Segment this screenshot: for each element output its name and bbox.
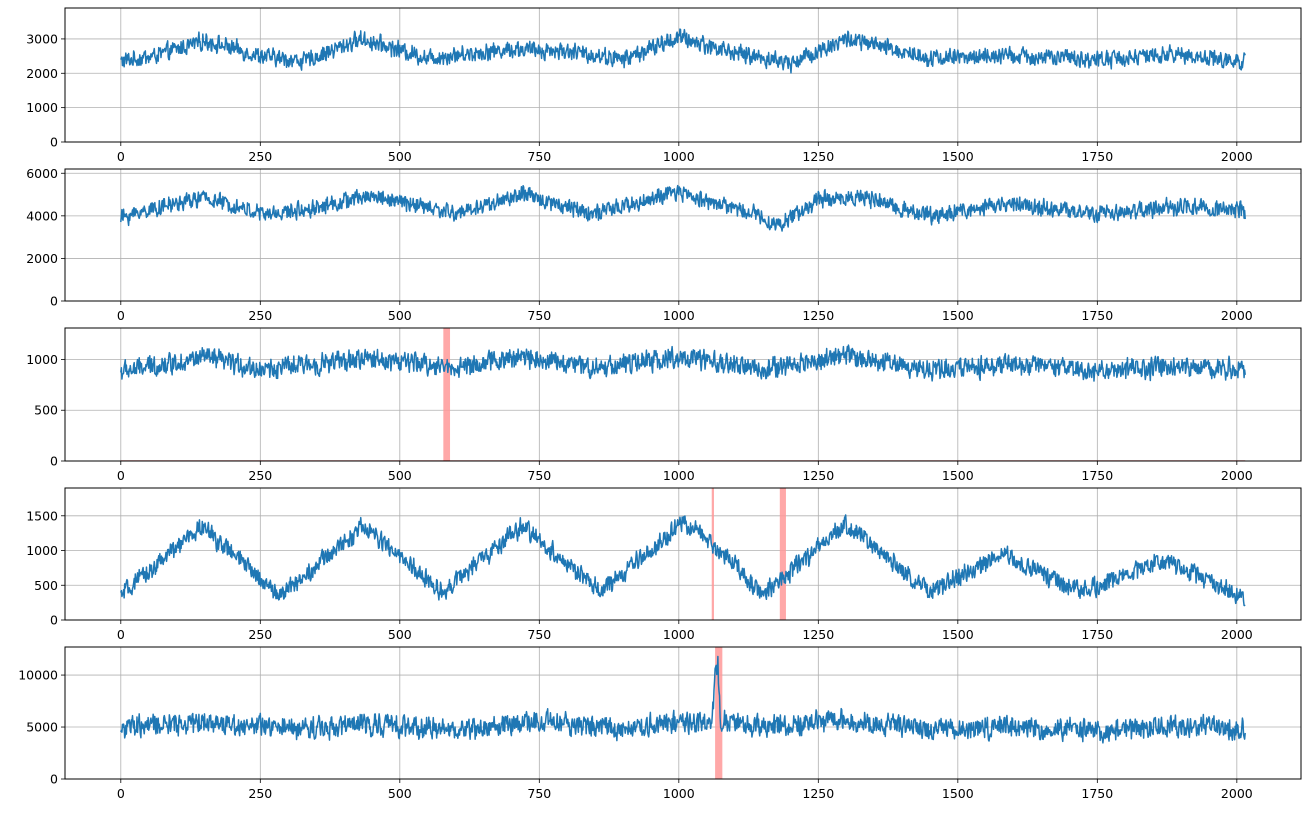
- y-tick-label: 500: [34, 403, 58, 418]
- x-tick-label: 2000: [1221, 468, 1253, 483]
- x-tick-label: 1750: [1081, 786, 1113, 801]
- x-tick-label: 750: [527, 627, 551, 642]
- y-tick-label: 0: [50, 772, 58, 787]
- y-tick-label: 4000: [26, 208, 58, 223]
- x-tick-label: 500: [388, 308, 412, 323]
- y-tick-label: 1000: [26, 543, 58, 558]
- x-tick-label: 250: [248, 786, 272, 801]
- x-tick-label: 500: [388, 786, 412, 801]
- subplot-5: 0 250 500 750 1000 1250 1500 1750 2000 0 5000 10000: [18, 646, 1302, 801]
- anomaly-band: [779, 488, 786, 620]
- x-tick-label: 250: [248, 627, 272, 642]
- x-tick-label: 750: [527, 468, 551, 483]
- x-tick-label: 1750: [1081, 627, 1113, 642]
- x-tick-label: 1250: [802, 627, 834, 642]
- x-tick-label: 0: [117, 149, 125, 164]
- axes-frame: [64, 7, 1302, 143]
- x-tick-label: 1500: [942, 149, 974, 164]
- x-tick-label: 1250: [802, 786, 834, 801]
- x-tick-label: 1000: [663, 149, 695, 164]
- x-tick-label: 1500: [942, 786, 974, 801]
- x-tick-label: 1000: [663, 786, 695, 801]
- y-tick-label: 1000: [26, 100, 58, 115]
- axes-frame: [64, 327, 1302, 462]
- x-tick-label: 1500: [942, 468, 974, 483]
- plot-area: [120, 328, 1246, 461]
- series-line: [120, 184, 1246, 232]
- x-tick-label: 2000: [1221, 627, 1253, 642]
- y-tick-label: 6000: [26, 166, 58, 181]
- x-tick-label: 2000: [1221, 786, 1253, 801]
- series-line: [120, 514, 1246, 607]
- y-tick-label: 0: [50, 613, 58, 628]
- plot-area: [120, 647, 1246, 779]
- y-tick-label: 500: [34, 578, 58, 593]
- x-tick-label: 1000: [663, 308, 695, 323]
- x-tick-label: 250: [248, 468, 272, 483]
- axes-frame: [64, 168, 1302, 302]
- anomaly-band: [443, 328, 451, 461]
- subplot-3: 0 250 500 750 1000 1250 1500 1750 2000 0 500 1000: [26, 327, 1302, 483]
- x-tick-label: 1500: [942, 308, 974, 323]
- y-tick-label: 2000: [26, 66, 58, 81]
- y-tick-label: 2000: [26, 251, 58, 266]
- x-tick-label: 0: [117, 468, 125, 483]
- subplot-4: 0 250 500 750 1000 1250 1500 1750 2000 0 500 1000 15…: [26, 487, 1302, 642]
- x-tick-label: 1000: [663, 627, 695, 642]
- series-line: [120, 344, 1246, 382]
- x-tick-label: 250: [248, 149, 272, 164]
- subplot-1: 0 250 500 750 1000 1250 1500 1750 2000 0 1000 2000 3…: [26, 7, 1302, 164]
- x-tick-label: 500: [388, 627, 412, 642]
- y-tick-label: 1500: [26, 508, 58, 523]
- x-tick-label: 0: [117, 627, 125, 642]
- y-tick-label: 3000: [26, 31, 58, 46]
- y-tick-label: 1000: [26, 352, 58, 367]
- y-tick-label: 10000: [18, 668, 58, 683]
- x-tick-label: 1250: [802, 149, 834, 164]
- x-tick-label: 1250: [802, 468, 834, 483]
- y-tick-label: 5000: [26, 720, 58, 735]
- x-tick-label: 750: [527, 308, 551, 323]
- plot-area: [120, 28, 1246, 74]
- y-tick-label: 0: [50, 454, 58, 469]
- subplot-2: 0 250 500 750 1000 1250 1500 1750 2000 0 2000 4000 6…: [26, 166, 1302, 323]
- x-tick-label: 250: [248, 308, 272, 323]
- x-tick-label: 2000: [1221, 149, 1253, 164]
- plot-area: [120, 184, 1246, 232]
- anomaly-band: [715, 647, 723, 779]
- x-tick-label: 750: [527, 149, 551, 164]
- x-tick-label: 1250: [802, 308, 834, 323]
- x-tick-label: 2000: [1221, 308, 1253, 323]
- x-tick-label: 750: [527, 786, 551, 801]
- axes-frame: [64, 487, 1302, 621]
- plot-area: [120, 488, 1246, 620]
- x-tick-label: 0: [117, 786, 125, 801]
- y-tick-label: 0: [50, 294, 58, 309]
- x-tick-label: 1750: [1081, 468, 1113, 483]
- x-tick-label: 500: [388, 468, 412, 483]
- series-line: [120, 655, 1246, 744]
- anomaly-band: [711, 488, 714, 620]
- x-tick-label: 0: [117, 308, 125, 323]
- x-tick-label: 1500: [942, 627, 974, 642]
- y-tick-label: 0: [50, 135, 58, 150]
- axes-frame: [64, 646, 1302, 780]
- series-line: [120, 28, 1246, 74]
- x-tick-label: 500: [388, 149, 412, 164]
- x-tick-label: 1750: [1081, 308, 1113, 323]
- x-tick-label: 1000: [663, 468, 695, 483]
- x-tick-label: 1750: [1081, 149, 1113, 164]
